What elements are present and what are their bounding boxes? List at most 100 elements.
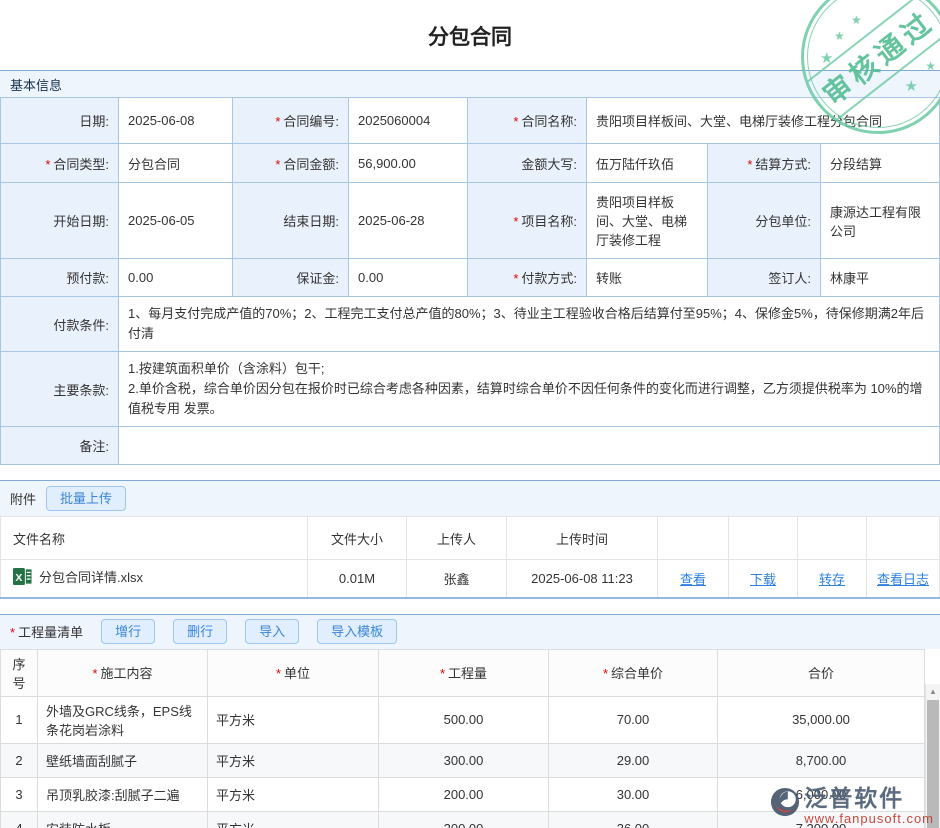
boq-row-no: 2 <box>0 742 38 778</box>
attachments-section-header: 附件 批量上传 <box>0 480 940 516</box>
field-value-date: 2025-06-08 <box>118 97 233 144</box>
page-title: 分包合同 <box>428 26 512 49</box>
basic-info-title: 基本信息 <box>10 77 63 93</box>
boq-row-quantity: 500.00 <box>378 695 549 744</box>
field-value-start-date: 2025-06-05 <box>118 182 233 259</box>
field-label-amount-caps: 金额大写: <box>467 143 587 183</box>
field-label-contract-name: * 合同名称: <box>467 97 587 144</box>
svg-text:X: X <box>15 573 22 584</box>
required-asterisk: * <box>439 666 446 681</box>
boq-row: 4 安装防水板 平方米 200.00 36.00 7,200.00 <box>0 810 925 828</box>
bulk-upload-button[interactable]: 批量上传 <box>46 485 127 512</box>
field-label-amount: * 合同金额: <box>232 143 349 183</box>
required-asterisk: * <box>275 666 282 681</box>
boq-row: 3 吊顶乳胶漆:刮腻子二遍 平方米 200.00 30.00 6,000.00 <box>0 776 925 812</box>
field-value-payment-terms: 1、每月支付完成产值的70%；2、工程完工支付总产值的80%；3、待业主工程验收… <box>118 296 940 352</box>
field-label-deposit: 保证金: <box>232 258 349 297</box>
boq-row-unit-price: 36.00 <box>548 810 718 828</box>
boq-row-no: 1 <box>0 695 38 744</box>
boq-row-no: 3 <box>0 776 38 812</box>
excel-file-icon: X <box>13 567 32 589</box>
field-label-project-name: * 项目名称: <box>467 182 587 259</box>
download-link[interactable]: 下载 <box>749 571 776 587</box>
required-asterisk: * <box>747 156 753 172</box>
field-value-prepayment: 0.00 <box>118 258 233 297</box>
boq-row-unit-price: 70.00 <box>548 695 718 744</box>
boq-row-quantity: 300.00 <box>378 742 549 778</box>
field-label-payment-method: * 付款方式: <box>467 258 587 297</box>
boq-section-header: * 工程量清单 增行 删行 导入 导入模板 <box>0 613 940 649</box>
view-log-link[interactable]: 查看日志 <box>876 571 929 587</box>
boq-row-total: 7,200.00 <box>717 810 925 828</box>
boq-row-content: 壁纸墙面刮腻子 <box>37 742 208 778</box>
attach-header-action <box>866 516 940 560</box>
view-link[interactable]: 查看 <box>679 571 706 587</box>
field-label-date: 日期: <box>0 97 119 144</box>
boq-header-quantity: * 工程量 <box>378 648 549 697</box>
boq-title: * 工程量清单 <box>10 625 84 640</box>
attachment-file-name-cell: X 分包合同详情.xlsx <box>0 559 308 599</box>
boq-row-unit: 平方米 <box>207 810 379 828</box>
boq-header-unit-price: * 综合单价 <box>548 648 718 697</box>
boq-row-content: 吊顶乳胶漆:刮腻子二遍 <box>37 776 208 812</box>
attach-header-size: 文件大小 <box>307 516 407 560</box>
boq-row-unit: 平方米 <box>207 776 379 812</box>
attachment-file-size: 0.01M <box>307 559 407 599</box>
field-value-amount: 56,900.00 <box>348 143 468 183</box>
delete-row-button[interactable]: 删行 <box>173 618 228 645</box>
vertical-scrollbar[interactable]: ▲ <box>925 683 940 828</box>
boq-row: 1 外墙及GRC线条，EPS线条花岗岩涂料 平方米 500.00 70.00 3… <box>0 695 925 744</box>
import-button[interactable]: 导入 <box>245 618 300 645</box>
attachment-upload-time: 2025-06-08 11:23 <box>506 559 658 599</box>
field-label-remark: 备注: <box>0 426 119 465</box>
field-label-signer: 签订人: <box>707 258 821 297</box>
boq-row-unit: 平方米 <box>207 742 379 778</box>
boq-row-unit-price: 30.00 <box>548 776 718 812</box>
basic-info-table: 日期: 2025-06-08 * 合同编号: 2025060004 * 合同名称: … <box>0 97 940 465</box>
field-value-end-date: 2025-06-28 <box>348 182 468 259</box>
boq-row-quantity: 200.00 <box>378 776 549 812</box>
required-asterisk: * <box>275 114 281 129</box>
field-label-contract-type: * 合同类型: <box>0 143 119 183</box>
attachment-file-name: 分包合同详情.xlsx <box>39 570 144 586</box>
field-label-prepayment: 预付款: <box>0 258 119 297</box>
field-value-deposit: 0.00 <box>348 258 468 297</box>
boq-row-total: 35,000.00 <box>717 695 925 744</box>
attachment-row: X 分包合同详情.xlsx 0.01M 张鑫 2025-06-08 11:23 … <box>0 559 940 599</box>
attach-header-action <box>797 516 867 560</box>
field-value-payment-method: 转账 <box>586 258 708 297</box>
field-value-contract-name: 贵阳项目样板间、大堂、电梯厅装修工程分包合同 <box>586 97 940 144</box>
boq-table: 序号 * 施工内容 * 单位 * 工程量 * 综合单价 合价 1 外墙及GRC线条，EP… <box>0 648 925 828</box>
required-asterisk: * <box>513 271 519 286</box>
boq-header-no: 序号 <box>0 648 38 697</box>
attach-header-time: 上传时间 <box>506 516 658 560</box>
boq-header-total: 合价 <box>717 648 925 697</box>
boq-row-total: 6,000.00 <box>717 776 925 812</box>
field-value-project-name: 贵阳项目样板间、大堂、电梯厅装修工程 <box>586 182 708 259</box>
boq-row-total: 8,700.00 <box>717 742 925 778</box>
field-label-start-date: 开始日期: <box>0 182 119 259</box>
boq-row-unit-price: 29.00 <box>548 742 718 778</box>
attach-header-action <box>657 516 729 560</box>
field-value-contract-type: 分包合同 <box>118 143 233 183</box>
scroll-up-arrow-icon[interactable]: ▲ <box>926 683 940 699</box>
scrollbar-thumb[interactable] <box>927 699 939 828</box>
import-template-button[interactable]: 导入模板 <box>317 618 398 645</box>
required-asterisk: * <box>513 214 519 229</box>
attach-header-name: 文件名称 <box>0 516 308 560</box>
attach-header-action <box>728 516 798 560</box>
field-label-payment-terms: 付款条件: <box>0 296 119 352</box>
boq-header-unit: * 单位 <box>207 648 379 697</box>
field-value-contract-no: 2025060004 <box>348 97 468 144</box>
add-row-button[interactable]: 增行 <box>101 618 156 645</box>
attach-header-uploader: 上传人 <box>406 516 507 560</box>
field-value-subcontractor: 康源达工程有限公司 <box>820 182 940 259</box>
boq-row-content: 外墙及GRC线条，EPS线条花岗岩涂料 <box>37 695 208 744</box>
field-value-amount-caps: 伍万陆仟玖佰 <box>586 143 708 183</box>
transfer-save-link[interactable]: 转存 <box>818 571 845 587</box>
required-asterisk: * <box>45 156 51 172</box>
attachment-uploader: 张鑫 <box>406 559 507 599</box>
field-value-settle-method: 分段结算 <box>820 143 940 183</box>
field-label-subcontractor: 分包单位: <box>707 182 821 259</box>
required-asterisk: * <box>92 666 98 681</box>
